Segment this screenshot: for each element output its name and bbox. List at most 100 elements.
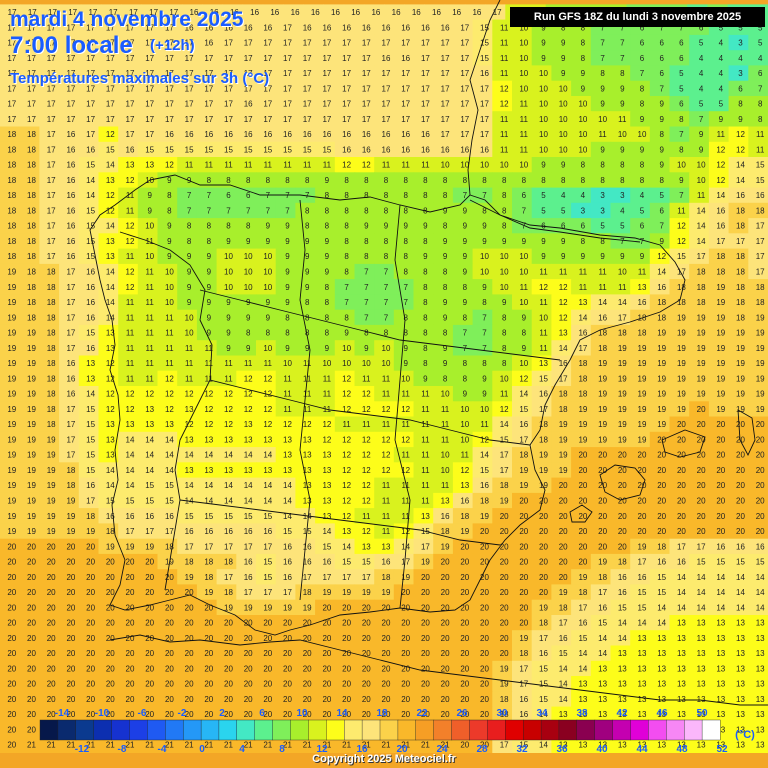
grid-value: 12 xyxy=(559,283,568,292)
grid-value: 11 xyxy=(598,130,607,139)
grid-value: 18 xyxy=(657,313,666,322)
temperature-cell xyxy=(354,34,375,51)
temperature-cell xyxy=(452,263,474,280)
grid-value: 19 xyxy=(519,466,528,475)
grid-value: 19 xyxy=(638,435,647,444)
grid-value: 20 xyxy=(618,451,627,460)
temperature-cell xyxy=(728,218,749,234)
grid-value: 18 xyxy=(47,405,56,414)
grid-value: 20 xyxy=(86,588,95,597)
grid-value: 12 xyxy=(165,390,174,399)
grid-value: 19 xyxy=(7,298,16,307)
temperature-cell xyxy=(531,202,552,219)
grid-value: 13 xyxy=(598,664,607,673)
grid-value: 15 xyxy=(244,512,253,521)
temperature-cell xyxy=(551,202,572,219)
temperature-cell xyxy=(118,111,139,128)
temperature-cell xyxy=(236,202,257,219)
grid-value: 17 xyxy=(480,130,489,139)
grid-value: 14 xyxy=(539,741,548,750)
grid-value: 20 xyxy=(500,649,509,658)
grid-value: 9 xyxy=(246,237,251,246)
grid-value: 20 xyxy=(27,664,36,673)
temperature-cell xyxy=(610,263,631,280)
temperature-cell xyxy=(157,65,178,82)
grid-value: 20 xyxy=(47,634,56,643)
temperature-cell xyxy=(551,111,572,128)
grid-value: 16 xyxy=(291,8,300,17)
grid-value: 20 xyxy=(756,527,765,536)
grid-value: 9 xyxy=(384,222,389,231)
grid-value: 19 xyxy=(697,329,706,338)
grid-value: 14 xyxy=(578,649,587,658)
temperature-cell xyxy=(39,65,60,82)
grid-value: 13 xyxy=(578,680,587,689)
grid-value: 9 xyxy=(443,252,448,261)
grid-value: 18 xyxy=(480,497,489,506)
grid-value: 20 xyxy=(106,649,115,658)
grid-value: 16 xyxy=(638,298,647,307)
grid-value: 8 xyxy=(640,176,645,185)
grid-value: 10 xyxy=(500,374,509,383)
grid-value: 17 xyxy=(185,54,194,63)
grid-value: 11 xyxy=(165,359,174,368)
grid-value: 13 xyxy=(244,420,253,429)
temperature-cell xyxy=(669,141,690,158)
grid-value: 20 xyxy=(441,710,450,719)
grid-value: 16 xyxy=(638,573,647,582)
temperature-cell xyxy=(669,50,690,67)
grid-value: 20 xyxy=(401,695,410,704)
grid-value: 8 xyxy=(482,298,487,307)
grid-value: 20 xyxy=(460,664,469,673)
grid-value: 16 xyxy=(66,130,75,139)
temperature-cell xyxy=(571,279,592,295)
temperature-cell xyxy=(0,19,21,36)
grid-value: 20 xyxy=(618,512,627,521)
grid-value: 12 xyxy=(342,481,351,490)
grid-value: 20 xyxy=(27,695,36,704)
grid-value: 16 xyxy=(263,527,272,536)
grid-value: 11 xyxy=(146,237,155,246)
grid-value: 18 xyxy=(756,283,765,292)
grid-value: 10 xyxy=(224,268,233,277)
temperature-cell xyxy=(275,157,296,173)
grid-value: 19 xyxy=(598,420,607,429)
grid-value: 17 xyxy=(126,527,135,536)
temperature-cell xyxy=(433,263,454,280)
grid-value: 17 xyxy=(460,84,469,93)
temperature-cell xyxy=(315,34,336,51)
grid-value: 7 xyxy=(285,206,290,215)
grid-value: 20 xyxy=(106,680,115,689)
temperature-cell xyxy=(39,111,60,128)
grid-value: 8 xyxy=(522,176,527,185)
temperature-cell xyxy=(728,233,749,250)
grid-value: 19 xyxy=(638,359,647,368)
grid-value: 6 xyxy=(640,54,645,63)
grid-value: 16 xyxy=(86,298,95,307)
grid-value: 9 xyxy=(305,283,310,292)
grid-value: 9 xyxy=(541,161,546,170)
grid-value: 20 xyxy=(441,664,450,673)
temperature-cell xyxy=(433,157,454,173)
grid-value: 19 xyxy=(677,329,686,338)
grid-value: 9 xyxy=(463,206,468,215)
grid-value: 16 xyxy=(382,23,391,32)
grid-value: 19 xyxy=(697,390,706,399)
grid-value: 9 xyxy=(226,298,231,307)
grid-value: 13 xyxy=(677,695,686,704)
temperature-cell xyxy=(334,141,356,158)
grid-value: 17 xyxy=(677,542,686,551)
temperature-cell xyxy=(708,233,730,250)
temperature-cell xyxy=(571,50,592,67)
grid-value: 20 xyxy=(47,664,56,673)
grid-value: 7 xyxy=(482,329,487,338)
temperature-cell xyxy=(590,157,612,173)
grid-value: 21 xyxy=(126,741,135,750)
grid-value: 11 xyxy=(244,161,253,170)
grid-value: 17 xyxy=(362,39,371,48)
temperature-cell xyxy=(242,4,264,21)
grid-value: 15 xyxy=(322,145,331,154)
temperature-cell xyxy=(216,50,237,67)
grid-value: 19 xyxy=(716,329,725,338)
grid-value: 17 xyxy=(244,588,253,597)
